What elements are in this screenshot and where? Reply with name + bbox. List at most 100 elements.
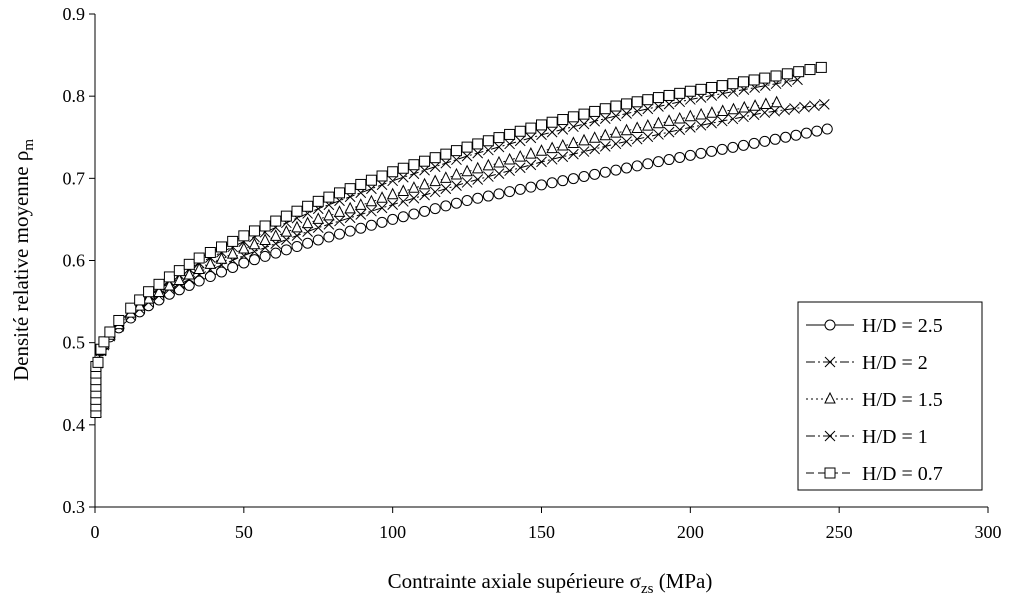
data-point: [536, 156, 547, 168]
data-point: [589, 143, 601, 155]
data-point: [227, 261, 239, 273]
data-point: [738, 100, 751, 113]
data-point: [193, 262, 205, 275]
data-point: [143, 286, 155, 298]
data-point: [323, 218, 335, 230]
data-point: [323, 231, 335, 243]
data-point: [259, 250, 271, 262]
data-point: [818, 99, 830, 110]
data-point: [397, 196, 409, 207]
data-point: [610, 126, 622, 138]
data-point: [695, 83, 707, 95]
legend-marker: [824, 467, 836, 479]
x-axis-title-unit: (MPa): [653, 569, 712, 593]
data-point: [302, 237, 314, 249]
data-point: [716, 115, 728, 127]
series-layer: [90, 61, 833, 419]
data-point: [578, 133, 590, 146]
data-point: [472, 147, 484, 159]
data-point: [493, 168, 505, 179]
data-point: [301, 216, 314, 229]
data-point: [323, 208, 335, 221]
data-point: [397, 162, 409, 174]
data-point: [134, 294, 146, 306]
data-point: [621, 136, 632, 147]
data-point: [567, 111, 579, 123]
data-point: [312, 212, 325, 224]
data-point: [504, 138, 515, 150]
data-point: [248, 254, 260, 266]
data-point: [514, 125, 526, 137]
y-tick-label: 0.3: [63, 497, 86, 517]
legend-marker: [824, 391, 836, 404]
data-point: [525, 122, 537, 134]
data-point: [461, 164, 473, 177]
data-point: [482, 144, 494, 156]
data-point: [706, 81, 718, 93]
data-point: [291, 241, 303, 253]
data-point: [716, 104, 729, 116]
data-point: [472, 192, 484, 204]
data-point: [514, 183, 526, 195]
data-point: [312, 222, 324, 233]
data-point: [280, 244, 292, 256]
data-point: [620, 123, 633, 136]
data-point: [408, 168, 420, 180]
data-point: [227, 235, 239, 247]
data-point: [821, 123, 833, 135]
data-point: [153, 278, 165, 290]
data-point: [183, 267, 196, 280]
data-point: [472, 138, 484, 150]
y-tick-label: 0.7: [63, 168, 86, 188]
data-point: [557, 151, 569, 163]
x-tick-label: 200: [677, 522, 704, 542]
data-point: [493, 188, 505, 200]
data-point: [525, 132, 537, 144]
legend-label: H/D = 0.7: [862, 463, 943, 485]
data-point: [631, 121, 643, 133]
data-point: [706, 106, 718, 118]
data-point: [770, 95, 783, 108]
data-point: [323, 191, 335, 203]
data-point: [493, 132, 505, 144]
data-point: [738, 111, 749, 123]
series-4: [90, 74, 803, 418]
data-point: [800, 127, 812, 139]
data-point: [642, 158, 654, 170]
data-point: [471, 161, 484, 174]
data-point: [546, 141, 558, 154]
data-point: [642, 118, 654, 131]
data-point: [567, 173, 579, 185]
data-point: [546, 116, 558, 128]
data-point: [769, 105, 781, 117]
data-point: [737, 76, 749, 88]
data-point: [790, 129, 802, 141]
data-point: [344, 183, 356, 195]
data-point: [387, 199, 399, 210]
data-point: [546, 126, 558, 138]
data-point: [248, 237, 261, 250]
data-point: [780, 131, 792, 143]
data-point: [642, 94, 654, 106]
data-point: [461, 195, 473, 207]
data-point: [183, 258, 195, 270]
data-point: [153, 285, 165, 298]
data-point: [387, 166, 399, 178]
series-5: [90, 61, 827, 419]
data-point: [568, 121, 579, 133]
data-point: [589, 168, 601, 180]
data-point: [354, 198, 367, 210]
data-point: [588, 131, 601, 143]
data-point: [270, 215, 282, 227]
data-point: [599, 103, 611, 115]
data-point: [621, 162, 633, 174]
data-point: [312, 234, 324, 246]
data-point: [663, 126, 675, 138]
data-point: [173, 284, 185, 296]
data-point: [344, 212, 356, 224]
data-point: [334, 228, 346, 240]
data-point: [706, 145, 718, 157]
data-point: [125, 302, 137, 314]
x-tick-label: 50: [235, 522, 253, 542]
